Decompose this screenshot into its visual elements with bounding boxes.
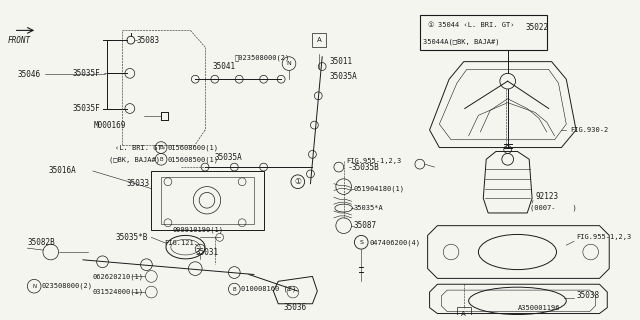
Text: B: B bbox=[159, 145, 163, 150]
Text: A: A bbox=[461, 310, 466, 316]
Bar bbox=[151, 171, 264, 229]
Text: 047406200(4): 047406200(4) bbox=[369, 239, 420, 245]
Text: 015608600(1): 015608600(1) bbox=[168, 144, 219, 151]
Bar bbox=[161, 177, 254, 224]
Text: 015608500(1): 015608500(1) bbox=[168, 156, 219, 163]
Text: 92123: 92123 bbox=[535, 192, 558, 201]
Text: FIG.955-1,2,3: FIG.955-1,2,3 bbox=[576, 234, 631, 240]
Text: A: A bbox=[317, 37, 322, 43]
Text: 051904180(1): 051904180(1) bbox=[353, 185, 404, 192]
Text: 35035F: 35035F bbox=[72, 69, 100, 78]
Text: B: B bbox=[232, 287, 236, 292]
Text: 35035F: 35035F bbox=[72, 104, 100, 113]
Text: 35035B: 35035B bbox=[351, 163, 380, 172]
Text: 35036: 35036 bbox=[283, 303, 307, 312]
Bar bbox=[420, 15, 547, 50]
Text: 35082B: 35082B bbox=[28, 238, 55, 247]
Text: 023508000(2): 023508000(2) bbox=[42, 283, 93, 290]
Text: N: N bbox=[287, 61, 291, 66]
Text: 099910190(1): 099910190(1) bbox=[173, 226, 224, 233]
Text: 35046: 35046 bbox=[17, 70, 41, 79]
Text: 35022: 35022 bbox=[525, 23, 548, 32]
Text: 35044A(□BK, BAJA#): 35044A(□BK, BAJA#) bbox=[423, 39, 499, 45]
Text: FIG.955-1,2,3: FIG.955-1,2,3 bbox=[347, 158, 402, 164]
Text: (0007-    ): (0007- ) bbox=[530, 205, 577, 211]
Text: FIG.121: FIG.121 bbox=[164, 240, 194, 246]
Text: S: S bbox=[359, 240, 363, 245]
Text: 35035A: 35035A bbox=[330, 72, 358, 81]
Text: 35035A: 35035A bbox=[215, 153, 243, 162]
Text: 35087: 35087 bbox=[353, 221, 376, 230]
Text: 35033: 35033 bbox=[127, 179, 150, 188]
Text: M000169: M000169 bbox=[93, 121, 126, 130]
Bar bbox=[457, 307, 470, 320]
Text: 35016A: 35016A bbox=[49, 166, 77, 175]
Text: (□BK, BAJA#): (□BK, BAJA#) bbox=[109, 156, 161, 163]
Text: 35031: 35031 bbox=[195, 248, 218, 257]
Text: ‹L. BRI. GT›: ‹L. BRI. GT› bbox=[115, 145, 166, 150]
Text: 35035*A: 35035*A bbox=[353, 205, 383, 211]
Text: 35044 ‹L. BRI. GT›: 35044 ‹L. BRI. GT› bbox=[438, 21, 515, 28]
Bar bbox=[312, 33, 326, 47]
Text: 35038: 35038 bbox=[576, 292, 599, 300]
Text: 062620210(1): 062620210(1) bbox=[93, 273, 144, 280]
Text: 35011: 35011 bbox=[330, 57, 353, 66]
Text: ①: ① bbox=[294, 177, 301, 186]
Text: FRONT: FRONT bbox=[8, 36, 31, 45]
Text: 35083: 35083 bbox=[137, 36, 160, 45]
Text: B: B bbox=[159, 157, 163, 162]
Text: A350001196: A350001196 bbox=[518, 305, 560, 311]
Text: 35035*B: 35035*B bbox=[115, 233, 148, 242]
Text: 031524000(1): 031524000(1) bbox=[93, 289, 144, 295]
Text: 010008160 (2): 010008160 (2) bbox=[241, 286, 296, 292]
Text: FIG.930-2: FIG.930-2 bbox=[570, 127, 609, 133]
Text: Ⓝ023508000(2): Ⓝ023508000(2) bbox=[234, 54, 289, 61]
Text: ①: ① bbox=[428, 21, 434, 28]
Text: 35041: 35041 bbox=[213, 62, 236, 71]
Text: N: N bbox=[32, 284, 36, 289]
